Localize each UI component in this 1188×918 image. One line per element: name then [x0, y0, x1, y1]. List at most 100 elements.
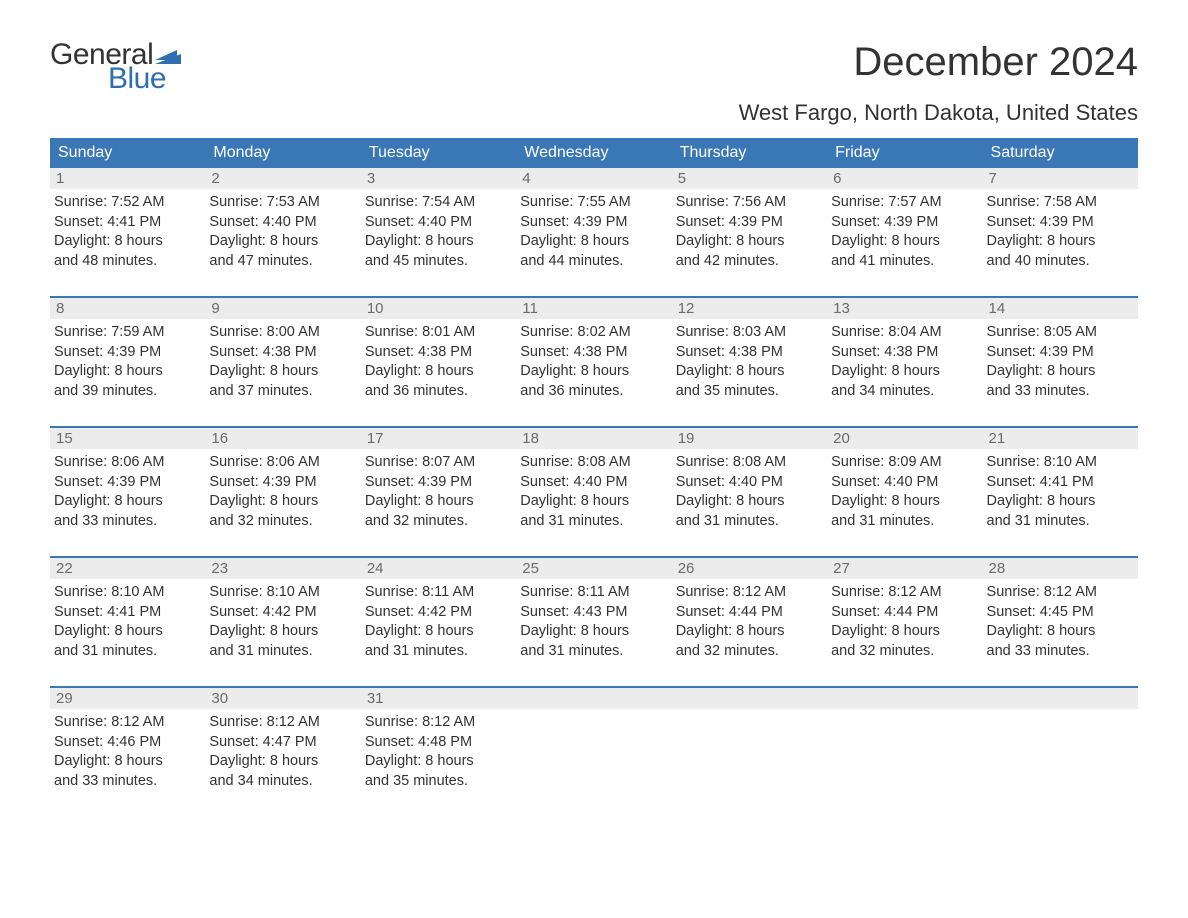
location-subtitle: West Fargo, North Dakota, United States — [50, 100, 1138, 126]
daylight1-text: Daylight: 8 hours — [831, 622, 976, 642]
cell-body — [516, 709, 671, 799]
calendar-cell: 26Sunrise: 8:12 AMSunset: 4:44 PMDayligh… — [672, 558, 827, 668]
sunrise-text: Sunrise: 8:07 AM — [365, 453, 510, 473]
day-header: Sunday — [50, 138, 205, 168]
daylight1-text: Daylight: 8 hours — [520, 362, 665, 382]
day-header: Wednesday — [516, 138, 671, 168]
cell-body: Sunrise: 8:08 AMSunset: 4:40 PMDaylight:… — [672, 449, 827, 535]
calendar-cell — [827, 688, 982, 799]
date-number: 2 — [205, 168, 360, 189]
day-header: Saturday — [983, 138, 1138, 168]
sunrise-text: Sunrise: 8:03 AM — [676, 323, 821, 343]
sunrise-text: Sunrise: 8:09 AM — [831, 453, 976, 473]
daylight1-text: Daylight: 8 hours — [676, 492, 821, 512]
sunrise-text: Sunrise: 7:55 AM — [520, 193, 665, 213]
date-number: 16 — [205, 428, 360, 449]
date-number: 17 — [361, 428, 516, 449]
calendar-cell: 23Sunrise: 8:10 AMSunset: 4:42 PMDayligh… — [205, 558, 360, 668]
sunset-text: Sunset: 4:41 PM — [987, 473, 1132, 493]
daylight2-text: and 33 minutes. — [54, 772, 199, 792]
calendar-cell: 18Sunrise: 8:08 AMSunset: 4:40 PMDayligh… — [516, 428, 671, 538]
calendar-cell: 6Sunrise: 7:57 AMSunset: 4:39 PMDaylight… — [827, 168, 982, 278]
daylight2-text: and 35 minutes. — [676, 382, 821, 402]
sunrise-text: Sunrise: 7:54 AM — [365, 193, 510, 213]
sunset-text: Sunset: 4:47 PM — [209, 733, 354, 753]
cell-body: Sunrise: 8:06 AMSunset: 4:39 PMDaylight:… — [205, 449, 360, 535]
date-number: 1 — [50, 168, 205, 189]
calendar-cell: 28Sunrise: 8:12 AMSunset: 4:45 PMDayligh… — [983, 558, 1138, 668]
daylight2-text: and 32 minutes. — [676, 642, 821, 662]
cell-body: Sunrise: 8:11 AMSunset: 4:42 PMDaylight:… — [361, 579, 516, 665]
cell-body: Sunrise: 8:06 AMSunset: 4:39 PMDaylight:… — [50, 449, 205, 535]
sunset-text: Sunset: 4:38 PM — [520, 343, 665, 363]
date-number: 11 — [516, 298, 671, 319]
sunset-text: Sunset: 4:39 PM — [365, 473, 510, 493]
cell-body: Sunrise: 8:10 AMSunset: 4:42 PMDaylight:… — [205, 579, 360, 665]
cell-body: Sunrise: 8:00 AMSunset: 4:38 PMDaylight:… — [205, 319, 360, 405]
date-number: 25 — [516, 558, 671, 579]
day-header: Thursday — [672, 138, 827, 168]
daylight2-text: and 41 minutes. — [831, 252, 976, 272]
date-number: 6 — [827, 168, 982, 189]
cell-body: Sunrise: 8:08 AMSunset: 4:40 PMDaylight:… — [516, 449, 671, 535]
cell-body: Sunrise: 8:05 AMSunset: 4:39 PMDaylight:… — [983, 319, 1138, 405]
cell-body: Sunrise: 8:03 AMSunset: 4:38 PMDaylight:… — [672, 319, 827, 405]
date-number: 27 — [827, 558, 982, 579]
cell-body: Sunrise: 8:02 AMSunset: 4:38 PMDaylight:… — [516, 319, 671, 405]
date-number: 9 — [205, 298, 360, 319]
calendar-week: 8Sunrise: 7:59 AMSunset: 4:39 PMDaylight… — [50, 296, 1138, 408]
daylight1-text: Daylight: 8 hours — [520, 492, 665, 512]
date-number: 19 — [672, 428, 827, 449]
cell-body: Sunrise: 7:55 AMSunset: 4:39 PMDaylight:… — [516, 189, 671, 275]
date-number: 24 — [361, 558, 516, 579]
calendar-cell: 13Sunrise: 8:04 AMSunset: 4:38 PMDayligh… — [827, 298, 982, 408]
calendar-cell — [672, 688, 827, 799]
cell-body: Sunrise: 8:12 AMSunset: 4:45 PMDaylight:… — [983, 579, 1138, 665]
date-number — [672, 688, 827, 709]
daylight1-text: Daylight: 8 hours — [831, 492, 976, 512]
date-number: 15 — [50, 428, 205, 449]
header: General Blue December 2024 — [50, 40, 1138, 94]
sunset-text: Sunset: 4:39 PM — [209, 473, 354, 493]
sunset-text: Sunset: 4:40 PM — [365, 213, 510, 233]
cell-body: Sunrise: 8:11 AMSunset: 4:43 PMDaylight:… — [516, 579, 671, 665]
sunrise-text: Sunrise: 8:01 AM — [365, 323, 510, 343]
daylight2-text: and 31 minutes. — [365, 642, 510, 662]
day-header: Friday — [827, 138, 982, 168]
date-number — [516, 688, 671, 709]
daylight1-text: Daylight: 8 hours — [54, 232, 199, 252]
sunset-text: Sunset: 4:38 PM — [209, 343, 354, 363]
daylight1-text: Daylight: 8 hours — [987, 232, 1132, 252]
date-number: 21 — [983, 428, 1138, 449]
date-number: 18 — [516, 428, 671, 449]
sunset-text: Sunset: 4:40 PM — [831, 473, 976, 493]
date-number: 4 — [516, 168, 671, 189]
sunrise-text: Sunrise: 7:52 AM — [54, 193, 199, 213]
date-number — [827, 688, 982, 709]
sunset-text: Sunset: 4:39 PM — [987, 343, 1132, 363]
daylight2-text: and 36 minutes. — [520, 382, 665, 402]
daylight2-text: and 33 minutes. — [987, 642, 1132, 662]
daylight2-text: and 34 minutes. — [209, 772, 354, 792]
cell-body: Sunrise: 8:07 AMSunset: 4:39 PMDaylight:… — [361, 449, 516, 535]
sunrise-text: Sunrise: 7:58 AM — [987, 193, 1132, 213]
daylight2-text: and 40 minutes. — [987, 252, 1132, 272]
daylight1-text: Daylight: 8 hours — [209, 492, 354, 512]
sunset-text: Sunset: 4:41 PM — [54, 213, 199, 233]
cell-body: Sunrise: 8:10 AMSunset: 4:41 PMDaylight:… — [50, 579, 205, 665]
calendar-cell: 16Sunrise: 8:06 AMSunset: 4:39 PMDayligh… — [205, 428, 360, 538]
sunset-text: Sunset: 4:44 PM — [676, 603, 821, 623]
cell-body — [983, 709, 1138, 799]
date-number: 31 — [361, 688, 516, 709]
daylight2-text: and 31 minutes. — [209, 642, 354, 662]
calendar-cell: 8Sunrise: 7:59 AMSunset: 4:39 PMDaylight… — [50, 298, 205, 408]
calendar-cell: 17Sunrise: 8:07 AMSunset: 4:39 PMDayligh… — [361, 428, 516, 538]
cell-body — [827, 709, 982, 799]
daylight2-text: and 34 minutes. — [831, 382, 976, 402]
calendar-cell: 24Sunrise: 8:11 AMSunset: 4:42 PMDayligh… — [361, 558, 516, 668]
daylight2-text: and 37 minutes. — [209, 382, 354, 402]
daylight1-text: Daylight: 8 hours — [54, 622, 199, 642]
sunset-text: Sunset: 4:39 PM — [987, 213, 1132, 233]
calendar-week: 29Sunrise: 8:12 AMSunset: 4:46 PMDayligh… — [50, 686, 1138, 799]
daylight1-text: Daylight: 8 hours — [676, 622, 821, 642]
